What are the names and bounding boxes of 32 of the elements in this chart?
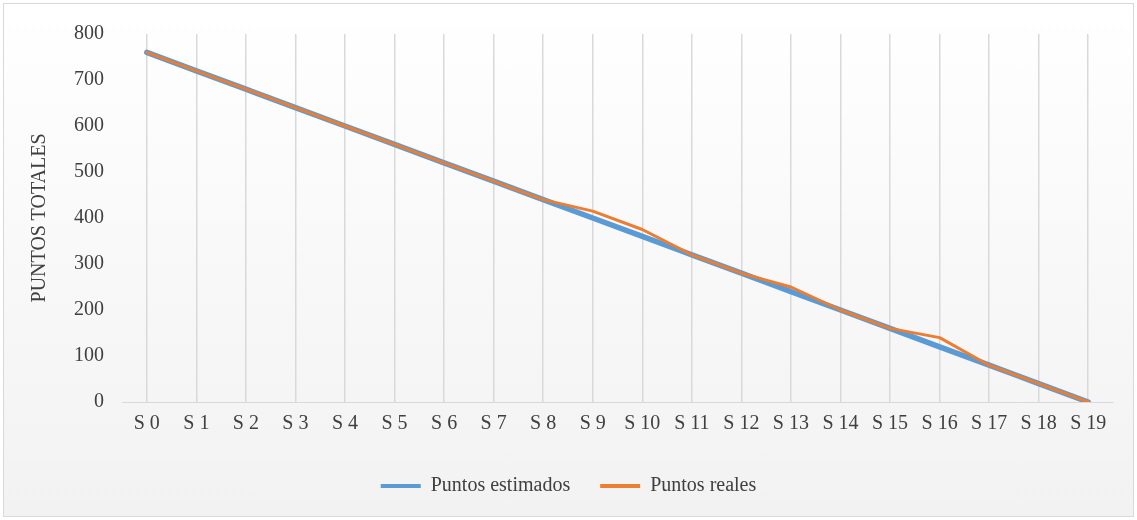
x-tick-label: S 18: [1020, 411, 1057, 434]
x-tick-label: S 14: [822, 411, 859, 434]
x-tick-label: S 11: [674, 411, 710, 434]
y-axis-title: PUNTOS TOTALES: [27, 133, 50, 303]
x-tick-label: S 19: [1070, 411, 1107, 434]
x-tick-label: S 13: [772, 411, 809, 434]
x-tick-label: S 7: [480, 411, 507, 434]
x-tick-label: S 0: [133, 411, 160, 434]
x-tick-label: S 17: [971, 411, 1008, 434]
x-tick-label: S 8: [530, 411, 557, 434]
y-tick-label: 600: [74, 113, 104, 136]
x-tick-label: S 1: [183, 411, 210, 434]
x-tick-label: S 12: [723, 411, 760, 434]
x-tick-label: S 6: [431, 411, 458, 434]
y-tick-label: 500: [74, 159, 104, 182]
y-tick-label: 0: [94, 389, 104, 412]
y-tick-label: 100: [74, 343, 104, 366]
x-tick-label: S 10: [624, 411, 661, 434]
y-tick-label: 200: [74, 297, 104, 320]
x-tick-label: S 5: [381, 411, 408, 434]
x-tick-label: S 9: [579, 411, 606, 434]
x-tick-label: S 16: [921, 411, 958, 434]
y-tick-label: 700: [74, 67, 104, 90]
y-tick-label: 400: [74, 205, 104, 228]
legend-label: Puntos estimados: [430, 473, 571, 496]
x-tick-label: S 2: [232, 411, 259, 434]
y-tick-label: 800: [74, 21, 104, 44]
y-tick-label: 300: [74, 251, 104, 274]
x-tick-label: S 4: [331, 411, 359, 434]
x-tick-label: S 3: [282, 411, 309, 434]
x-tick-label: S 15: [871, 411, 909, 434]
legend-label: Puntos reales: [650, 473, 757, 496]
